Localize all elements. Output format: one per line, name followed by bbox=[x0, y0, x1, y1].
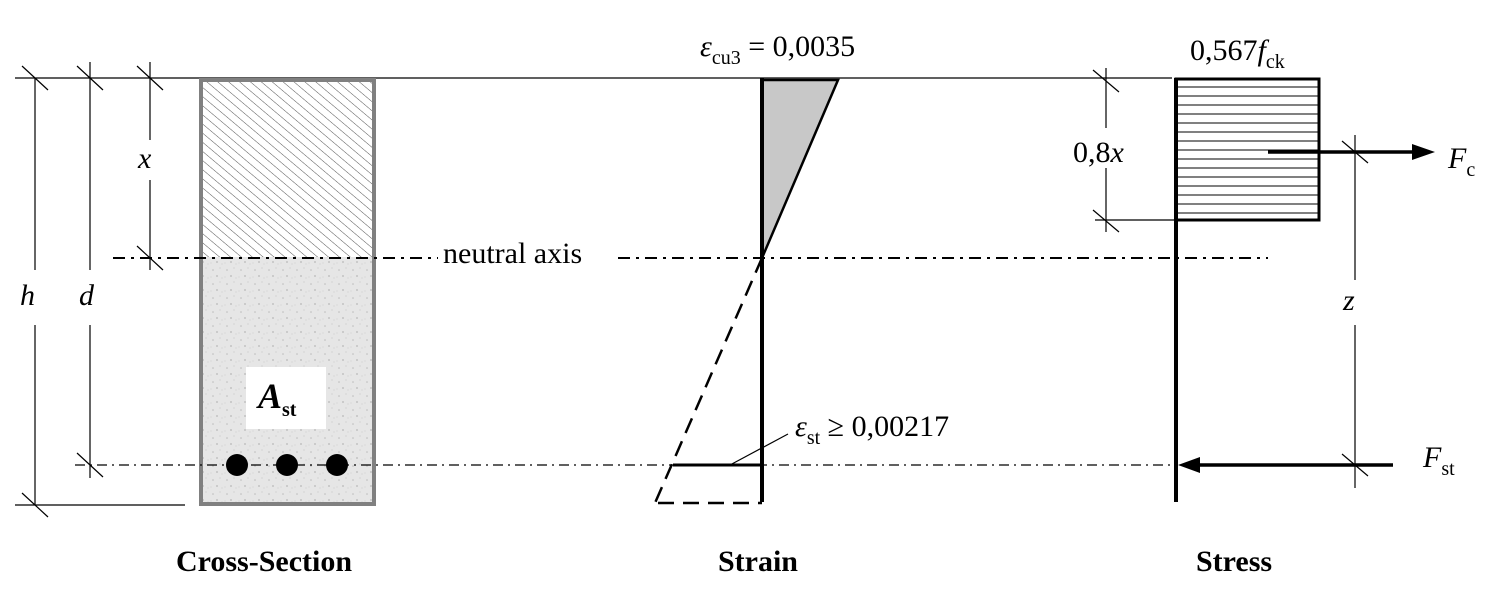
rebar-3 bbox=[326, 454, 348, 476]
lever-arm-label: z bbox=[1342, 284, 1355, 317]
dimension-h bbox=[15, 65, 185, 518]
compression-arrowhead bbox=[1412, 144, 1435, 160]
tension-strain-dashed bbox=[653, 257, 764, 504]
steel-strain-label: εst ≥ 0,00217 bbox=[795, 410, 949, 449]
dimension-d bbox=[76, 62, 104, 478]
effective-depth-label: d bbox=[79, 279, 95, 312]
stress-diagram bbox=[1092, 68, 1435, 502]
stress-title: Stress bbox=[1196, 545, 1272, 578]
neutral-axis-depth-label: x bbox=[137, 142, 152, 175]
steel-area-label: Ast bbox=[256, 376, 297, 421]
strain-diagram bbox=[653, 78, 840, 505]
section-outline bbox=[199, 78, 376, 506]
compression-zone bbox=[201, 80, 374, 257]
tension-force-label: Fst bbox=[1422, 441, 1455, 480]
cross-section: Ast bbox=[199, 78, 376, 506]
concrete-strain-label: εcu3 = 0,0035 bbox=[700, 30, 855, 69]
steel-area-label-box bbox=[246, 367, 326, 429]
stress-top-label: 0,567fck bbox=[1190, 34, 1285, 73]
compression-strain-area bbox=[760, 78, 840, 259]
cross-section-title: Cross-Section bbox=[176, 545, 352, 578]
compression-force-label: Fc bbox=[1447, 142, 1475, 181]
strain-title: Strain bbox=[718, 545, 798, 578]
section-height-label: h bbox=[20, 279, 35, 312]
tension-arrowhead bbox=[1178, 457, 1200, 473]
stress-block-depth-label: 0,8x bbox=[1073, 136, 1125, 169]
neutral-axis-label: neutral axis bbox=[443, 237, 582, 270]
stress-block-hatching bbox=[1176, 86, 1319, 214]
rebar-2 bbox=[276, 454, 298, 476]
steel-strain-leader bbox=[729, 433, 789, 466]
